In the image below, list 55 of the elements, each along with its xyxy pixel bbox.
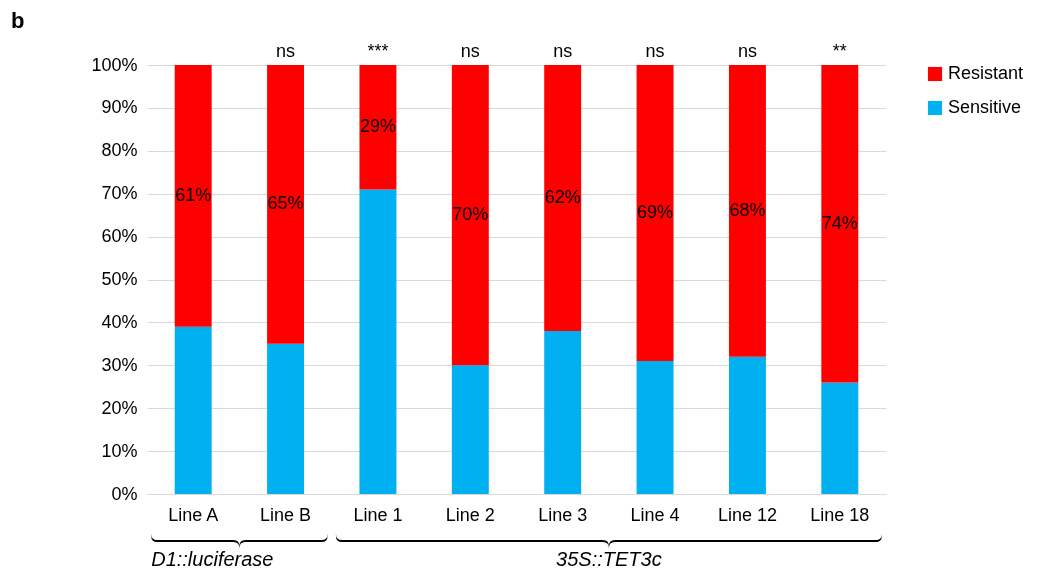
y-tick-label: 50%: [101, 269, 138, 289]
annotation: ns: [737, 41, 757, 61]
y-tick-label: 40%: [101, 311, 138, 332]
bar: [728, 65, 766, 357]
bar: [636, 361, 674, 494]
annotation: ***: [367, 41, 389, 61]
data-label: 61%: [175, 184, 212, 205]
y-tick-label: 20%: [101, 397, 138, 418]
bar: [174, 65, 212, 327]
data-label: 70%: [452, 204, 489, 225]
y-tick-label: 0%: [111, 483, 138, 504]
data-label: 62%: [544, 186, 581, 207]
data-label: 74%: [821, 212, 858, 233]
bar: [728, 356, 766, 494]
y-tick-label: 30%: [101, 354, 138, 375]
y-tick-label: 70%: [101, 183, 138, 204]
annotation: ns: [645, 41, 665, 61]
x-tick-label: Line 12: [717, 504, 777, 525]
y-tick-label: 100%: [91, 54, 138, 75]
x-tick-label: Line A: [168, 504, 219, 525]
legend-label: Resistant: [948, 63, 1024, 83]
text: D1::luciferase: [151, 548, 274, 570]
x-tick-label: Line 3: [538, 504, 588, 525]
bar: [359, 189, 397, 494]
bar: [821, 65, 859, 383]
y-tick-label: 60%: [101, 226, 138, 247]
data-label: 69%: [637, 202, 674, 223]
y-tick-label: 10%: [101, 440, 138, 461]
x-tick-label: Line B: [260, 504, 312, 525]
chart-title: b: [10, 8, 25, 33]
annotation: **: [832, 41, 847, 61]
bar: [821, 382, 859, 494]
bar: [544, 65, 582, 331]
bar: [174, 326, 212, 494]
y-tick-label: 80%: [101, 140, 138, 161]
bar: [636, 65, 674, 362]
data-label: 68%: [729, 199, 766, 220]
bar: [451, 65, 489, 366]
bar: [267, 343, 305, 494]
data-label: 65%: [267, 193, 304, 214]
y-tick-label: 90%: [101, 97, 138, 118]
x-tick-label: Line 18: [810, 504, 870, 525]
text: 35S::TET3c: [556, 548, 662, 570]
annotation: ns: [460, 41, 480, 61]
bar: [544, 330, 582, 494]
data-label: 29%: [359, 116, 396, 137]
legend-label: Sensitive: [948, 97, 1022, 117]
bar: [359, 65, 397, 190]
annotation: ns: [276, 41, 296, 61]
x-tick-label: Line 4: [630, 504, 680, 525]
x-tick-label: Line 1: [353, 504, 403, 525]
annotation: ns: [553, 41, 573, 61]
x-tick-label: Line 2: [445, 504, 495, 525]
bar: [451, 365, 489, 494]
bar: [267, 65, 305, 344]
